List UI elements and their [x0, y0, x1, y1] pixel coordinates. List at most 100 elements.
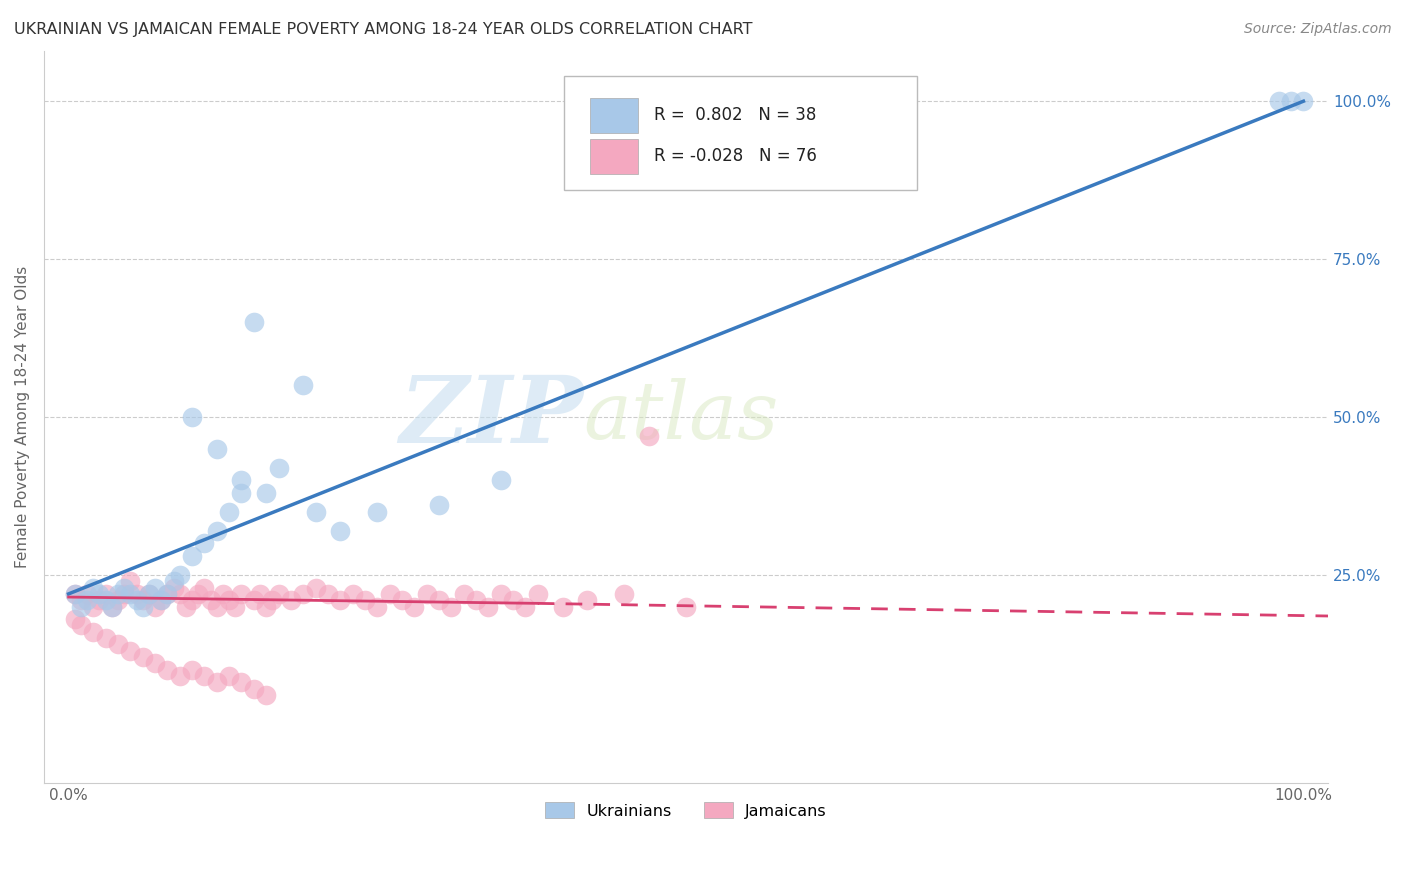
Point: [169, 568, 191, 582]
Point: [187, 587, 209, 601]
Point: [82, 624, 104, 639]
Point: [112, 581, 135, 595]
Point: [465, 593, 488, 607]
Point: [267, 460, 290, 475]
Point: [131, 599, 153, 614]
Point: [477, 599, 499, 614]
Point: [404, 599, 426, 614]
Text: ZIP: ZIP: [399, 372, 583, 462]
Point: [63, 587, 86, 601]
Point: [354, 593, 377, 607]
Point: [156, 663, 179, 677]
Point: [329, 593, 352, 607]
Point: [162, 574, 184, 589]
Point: [193, 581, 215, 595]
Point: [489, 473, 512, 487]
Text: R = -0.028   N = 76: R = -0.028 N = 76: [654, 147, 817, 165]
Point: [366, 505, 388, 519]
Point: [489, 587, 512, 601]
Point: [107, 587, 129, 601]
Point: [249, 587, 271, 601]
Point: [292, 587, 315, 601]
Point: [181, 593, 204, 607]
Point: [143, 581, 166, 595]
Point: [254, 486, 277, 500]
Point: [218, 669, 240, 683]
Point: [70, 599, 93, 614]
Point: [304, 581, 326, 595]
Point: [304, 505, 326, 519]
Point: [292, 378, 315, 392]
Point: [502, 593, 524, 607]
Point: [193, 536, 215, 550]
Point: [120, 574, 142, 589]
Point: [231, 473, 253, 487]
Point: [63, 612, 86, 626]
Point: [63, 587, 86, 601]
Point: [218, 593, 240, 607]
Point: [143, 599, 166, 614]
Point: [94, 631, 117, 645]
Point: [205, 442, 228, 456]
Point: [243, 681, 266, 696]
Bar: [589, 138, 638, 174]
Point: [415, 587, 437, 601]
Point: [440, 599, 463, 614]
Bar: [589, 97, 638, 133]
Point: [138, 587, 160, 601]
Point: [89, 587, 111, 601]
Point: [120, 644, 142, 658]
Point: [150, 593, 173, 607]
Point: [254, 599, 277, 614]
Point: [150, 593, 173, 607]
Point: [427, 499, 450, 513]
Point: [576, 593, 599, 607]
Point: [143, 657, 166, 671]
Point: [120, 587, 142, 601]
Point: [193, 669, 215, 683]
Point: [218, 505, 240, 519]
Point: [243, 593, 266, 607]
Point: [342, 587, 364, 601]
Point: [181, 549, 204, 563]
Point: [125, 587, 148, 601]
Point: [527, 587, 550, 601]
Text: atlas: atlas: [583, 378, 779, 456]
Point: [329, 524, 352, 538]
Point: [453, 587, 475, 601]
Point: [82, 581, 104, 595]
Point: [267, 587, 290, 601]
Point: [391, 593, 413, 607]
Point: [205, 524, 228, 538]
Point: [378, 587, 401, 601]
Point: [1292, 94, 1315, 108]
Point: [76, 587, 98, 601]
Point: [156, 587, 179, 601]
Point: [205, 599, 228, 614]
Point: [101, 599, 124, 614]
Point: [515, 599, 537, 614]
Point: [224, 599, 246, 614]
Point: [231, 486, 253, 500]
Point: [243, 315, 266, 329]
Point: [76, 593, 98, 607]
Point: [107, 637, 129, 651]
Point: [94, 593, 117, 607]
Point: [131, 650, 153, 665]
Point: [181, 663, 204, 677]
Point: [101, 599, 124, 614]
Point: [316, 587, 339, 601]
Point: [638, 429, 661, 443]
Point: [200, 593, 222, 607]
Point: [70, 618, 93, 632]
Text: R =  0.802   N = 38: R = 0.802 N = 38: [654, 106, 817, 124]
Point: [1279, 94, 1302, 108]
Point: [162, 581, 184, 595]
Point: [262, 593, 284, 607]
Point: [112, 587, 135, 601]
Point: [427, 593, 450, 607]
Point: [254, 688, 277, 702]
FancyBboxPatch shape: [564, 77, 917, 190]
Point: [89, 593, 111, 607]
Point: [231, 675, 253, 690]
